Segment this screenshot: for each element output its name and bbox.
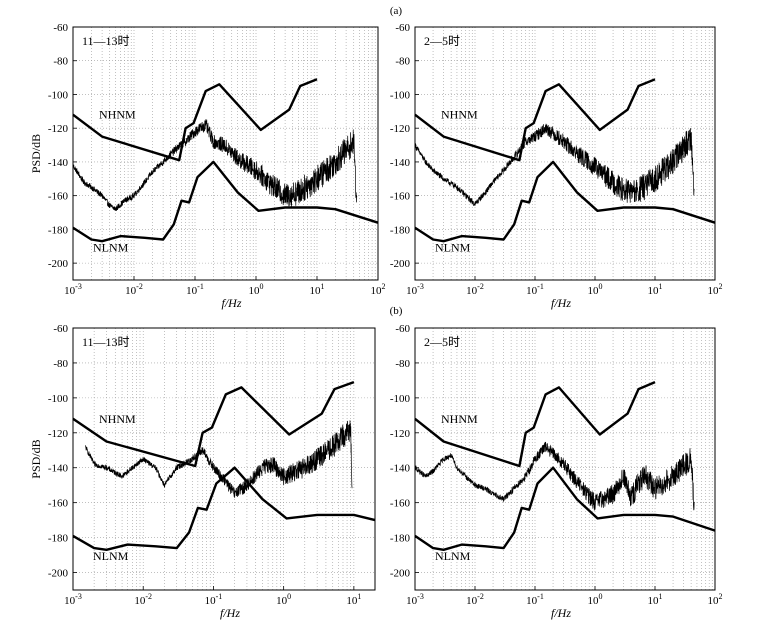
x-tick-label: 101	[648, 282, 663, 297]
panel-label-a: (a)	[390, 5, 403, 17]
nhnm-label: NHNM	[441, 412, 478, 426]
x-tick-label: 10-1	[205, 592, 223, 607]
y-tick-label: -180	[48, 224, 69, 236]
x-tick-label: 10-3	[64, 282, 82, 297]
x-axis-label: f/Hz	[220, 606, 240, 620]
y-tick-label: -80	[395, 56, 410, 68]
psd-measured-line	[414, 441, 695, 511]
x-tick-label: 102	[708, 282, 723, 297]
x-tick-label: 10-1	[186, 282, 204, 297]
nhnm-model-line	[414, 380, 656, 468]
x-tick-label: 102	[708, 592, 723, 607]
x-tick-label: 100	[588, 592, 603, 607]
x-tick-label: 10-2	[466, 592, 484, 607]
nhnm-label: NHNM	[99, 108, 136, 122]
y-tick-label: -140	[48, 157, 69, 169]
y-tick-label: -180	[390, 224, 411, 236]
y-tick-label: -200	[390, 568, 411, 580]
x-axis-label: f/Hz	[221, 296, 241, 310]
x-tick-label: 100	[276, 592, 291, 607]
nlnm-label: NLNM	[93, 549, 129, 563]
x-tick-label: 10-1	[526, 282, 544, 297]
x-tick-label: 101	[310, 282, 325, 297]
nhnm-label: NHNM	[441, 108, 478, 122]
y-tick-label: -120	[48, 123, 69, 135]
x-tick-label: 10-3	[64, 592, 82, 607]
x-tick-label: 101	[648, 592, 663, 607]
x-tick-label: 101	[346, 592, 361, 607]
nlnm-label: NLNM	[435, 549, 471, 563]
nhnm-model-line	[72, 78, 318, 162]
x-axis-label: f/Hz	[551, 606, 571, 620]
time-range-annotation: 11—13时	[82, 34, 130, 48]
y-tick-label: -120	[390, 123, 411, 135]
x-tick-label: 10-2	[134, 592, 152, 607]
nlnm-label: NLNM	[435, 240, 471, 254]
y-tick-label: -200	[390, 258, 411, 270]
x-tick-label: 100	[588, 282, 603, 297]
y-tick-label: -140	[390, 463, 411, 475]
x-tick-label: 10-3	[406, 592, 424, 607]
plot-frame	[72, 26, 379, 281]
nhnm-label: NHNM	[99, 412, 136, 426]
y-tick-label: -160	[48, 498, 69, 510]
y-tick-label: -160	[390, 498, 411, 510]
time-range-annotation: 11—13时	[82, 335, 130, 349]
y-tick-label: -60	[53, 22, 68, 34]
y-axis-label: PSD/dB	[29, 439, 43, 478]
y-tick-label: -120	[48, 428, 69, 440]
chart-panel-b-right: -60 -80 -100 -120 -140 -160 -180 -200 10-3 10-2 10…	[390, 323, 723, 620]
panel-label-b: (b)	[390, 305, 403, 317]
nlnm-label: NLNM	[93, 240, 129, 254]
y-tick-label: -60	[395, 22, 410, 34]
y-axis-label: PSD/dB	[29, 134, 43, 173]
y-tick-label: -80	[395, 358, 410, 370]
y-tick-label: -120	[390, 428, 411, 440]
plot-frame	[414, 327, 716, 591]
x-tick-label: 10-3	[406, 282, 424, 297]
y-tick-label: -140	[390, 157, 411, 169]
psd-measured-line	[414, 123, 695, 206]
plot-frame	[414, 26, 716, 281]
nlnm-model-line	[72, 160, 379, 243]
nlnm-model-line	[72, 466, 376, 551]
y-tick-label: -100	[390, 393, 411, 405]
psd-measured-line	[85, 420, 353, 498]
y-tick-label: -160	[390, 191, 411, 203]
x-tick-label: 100	[249, 282, 264, 297]
nlnm-model-line	[414, 160, 716, 243]
x-tick-label: 10-1	[526, 592, 544, 607]
x-tick-label: 10-2	[466, 282, 484, 297]
time-range-annotation: 2—5时	[424, 34, 460, 48]
y-tick-label: -160	[48, 191, 69, 203]
x-axis-label: f/Hz	[551, 296, 571, 310]
y-tick-label: -60	[53, 323, 68, 335]
y-tick-label: -60	[395, 323, 410, 335]
y-tick-label: -200	[48, 568, 69, 580]
chart-panel-a-right: -60 -80 -100 -120 -140 -160 -180 -200 10-3 10-2 10…	[390, 22, 723, 310]
y-tick-label: -100	[48, 393, 69, 405]
y-tick-label: -140	[48, 463, 69, 475]
y-tick-label: -100	[390, 89, 411, 101]
y-tick-label: -80	[53, 56, 68, 68]
chart-panel-b-left: -60 -80 -100 -120 -140 -160 -180 -200 10-3 10-2 10…	[29, 323, 376, 620]
nhnm-model-line	[72, 380, 355, 468]
x-tick-label: 102	[371, 282, 386, 297]
y-tick-label: -80	[53, 358, 68, 370]
x-tick-label: 10-2	[125, 282, 143, 297]
plot-frame	[72, 327, 376, 591]
y-tick-label: -180	[48, 533, 69, 545]
time-range-annotation: 2—5时	[424, 335, 460, 349]
nlnm-model-line	[414, 466, 716, 551]
y-tick-label: -100	[48, 89, 69, 101]
psd-measured-line	[72, 118, 358, 212]
chart-panel-a-left: -60 -80 -100 -120 -140 -160 -180 -200 10-3 10-2 10…	[29, 22, 386, 310]
y-tick-label: -180	[390, 533, 411, 545]
nhnm-model-line	[414, 78, 656, 162]
y-tick-label: -200	[48, 258, 69, 270]
